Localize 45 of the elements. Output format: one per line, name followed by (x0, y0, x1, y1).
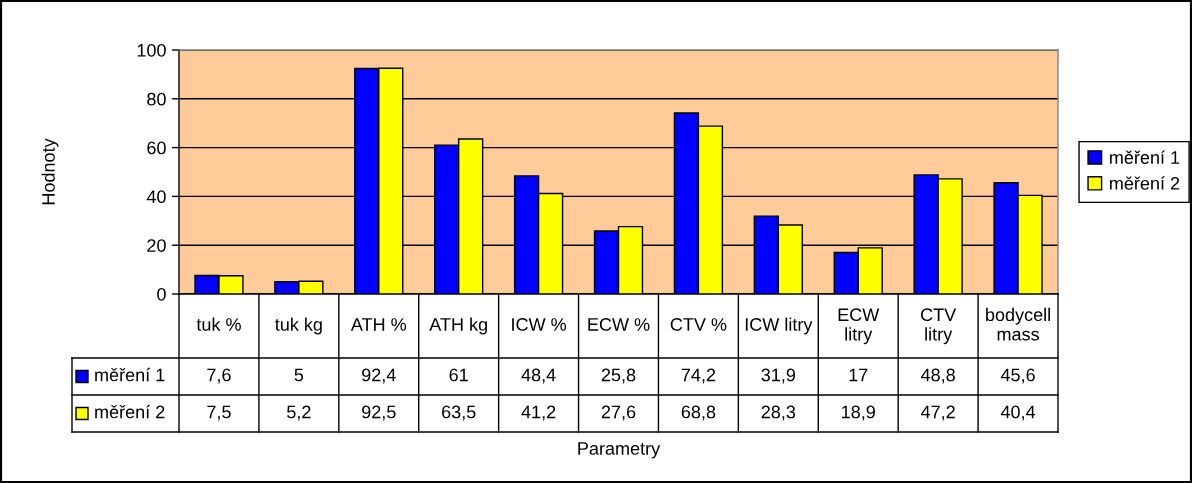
x-tick-label: ECW litry (838, 308, 880, 345)
y-tick-label: 80 (147, 92, 166, 106)
text: měření 1 (1110, 150, 1180, 164)
data-label: 74,2 (681, 368, 716, 384)
legend-label: měření 2 (1110, 176, 1180, 190)
data-label: 68,8 (681, 405, 716, 421)
data-label: 47,2 (920, 405, 955, 421)
x-tick-label: ATH % (350, 318, 407, 331)
data-label: 45,6 (1000, 368, 1035, 384)
data-label: 31,9 (761, 368, 796, 384)
data-label: 5,2 (287, 405, 311, 421)
x-tick-label: ICW litry (745, 317, 813, 335)
x-tick-label: CTV litry (921, 308, 957, 345)
data-label: 40,4 (1000, 405, 1036, 421)
text: Parametry (578, 442, 661, 459)
data-label: 25,8 (601, 368, 636, 384)
data-label: 92,5 (362, 405, 396, 421)
y-tick-label: 40 (146, 190, 166, 204)
x-tick-label: CTV % (670, 318, 727, 331)
data-label: 92,4 (362, 368, 396, 384)
data-label: 27,6 (601, 405, 636, 421)
x-tick-label: tuk % (196, 317, 241, 331)
data-label: 48,4 (521, 368, 556, 384)
data-label: 17 (849, 368, 868, 382)
x-tick-label: ECW % (588, 318, 650, 331)
y-axis-title: Hodnoty (41, 138, 59, 205)
data-label: 61 (449, 368, 468, 382)
y-tick-label: 60 (147, 141, 166, 155)
y-tick-label: 20 (147, 239, 166, 252)
data-label: 5 (294, 368, 304, 382)
x-tick-label: tuk kg (275, 317, 322, 335)
data-label: 41,2 (521, 405, 556, 421)
x-tick-label: bodycell mass (986, 307, 1050, 341)
x-tick-label: ATH kg (429, 317, 487, 335)
data-label: 7,6 (207, 368, 231, 384)
x-tick-label: ICW % (512, 318, 567, 331)
data-label: 63,5 (442, 405, 476, 421)
legend-label: měření 1 (95, 367, 165, 382)
data-label: 18,9 (842, 405, 875, 421)
data-label: 7,5 (207, 405, 231, 421)
data-label: 48,8 (920, 368, 955, 384)
y-tick-label: 0 (157, 287, 166, 301)
y-tick-label: 100 (137, 43, 166, 57)
data-label: 28,3 (761, 405, 796, 421)
text: měření 2 (95, 404, 165, 419)
